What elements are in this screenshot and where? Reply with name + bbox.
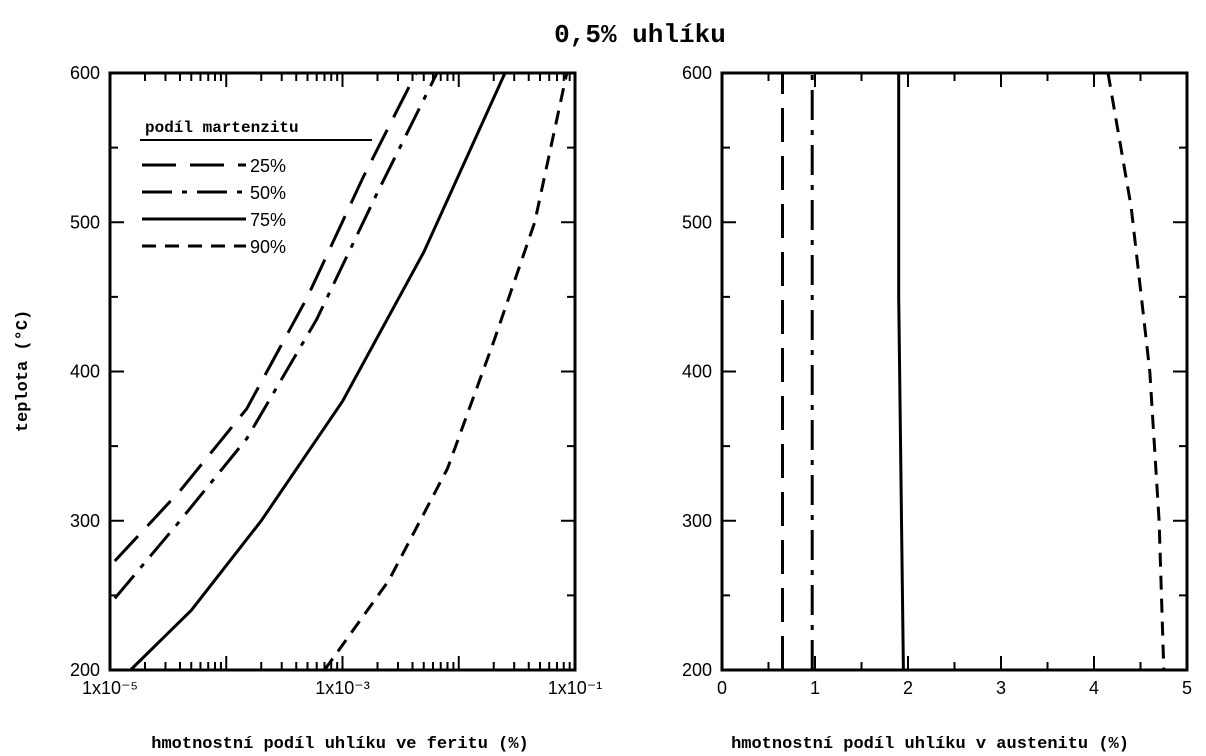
right-tick-marks [721,72,1188,671]
series-line-75pct [897,73,905,671]
y-tick-label: 200 [682,660,712,680]
legend-label: 25% [250,156,286,176]
legend-label: 50% [250,183,286,203]
legend-label: 90% [250,237,286,257]
y-tick-label: 300 [70,511,100,531]
series-line-50pct [113,72,439,600]
y-tick-label: 600 [682,63,712,83]
right-plot-frame [720,71,1189,672]
legend: podíl martenzitu 25% 50% 75% 90% [140,119,372,257]
left-tick-marks [109,72,575,671]
y-tick-label: 500 [70,212,100,232]
x-tick-label: 1x10⁻¹ [548,678,603,698]
x-tick-label: 4 [1089,678,1099,698]
figure-title: 0,5% uhlíku [554,20,726,50]
legend-title: podíl martenzitu [145,119,299,137]
x-tick-label: 5 [1182,678,1192,698]
right-tick-labels: 0 1 2 3 4 5 200 300 400 500 600 [682,63,1192,698]
x-tick-label: 0 [717,678,727,698]
y-tick-label: 300 [682,511,712,531]
x-tick-label: 1x10⁻³ [315,678,370,698]
left-plot-frame [108,71,577,672]
series-line-75pct [129,72,507,672]
right-chart-panel: 0 1 2 3 4 5 200 300 400 500 600 hmotnostní podíl u… [682,63,1192,754]
left-x-axis-label: hmotnostní podíl uhlíku ve feritu (%) [151,735,528,754]
y-tick-label: 400 [682,362,712,382]
left-chart-panel: podíl martenzitu 25%50%75%90% 1x10⁻⁵ 1x10… [14,63,602,754]
x-tick-label: 2 [903,678,913,698]
series-line-90pct [1106,72,1166,671]
y-tick-label: 200 [70,660,100,680]
x-tick-label: 1x10⁻⁵ [82,678,138,698]
left-tick-labels: 1x10⁻⁵ 1x10⁻³ 1x10⁻¹ 200 300 400 500 600 [70,63,602,698]
right-x-axis-label: hmotnostní podíl uhlíku v austenitu (%) [731,735,1129,754]
series-line-25pct [113,72,418,563]
left-series-group [113,72,569,672]
y-tick-label: 600 [70,63,100,83]
x-tick-label: 3 [996,678,1006,698]
y-axis-label: teplota (°C) [14,310,33,432]
x-tick-label: 1 [810,678,820,698]
legend-label: 75% [250,210,286,230]
y-tick-label: 500 [682,212,712,232]
y-tick-label: 400 [70,362,100,382]
right-series-group [781,72,1166,671]
series-line-90pct [323,72,569,671]
